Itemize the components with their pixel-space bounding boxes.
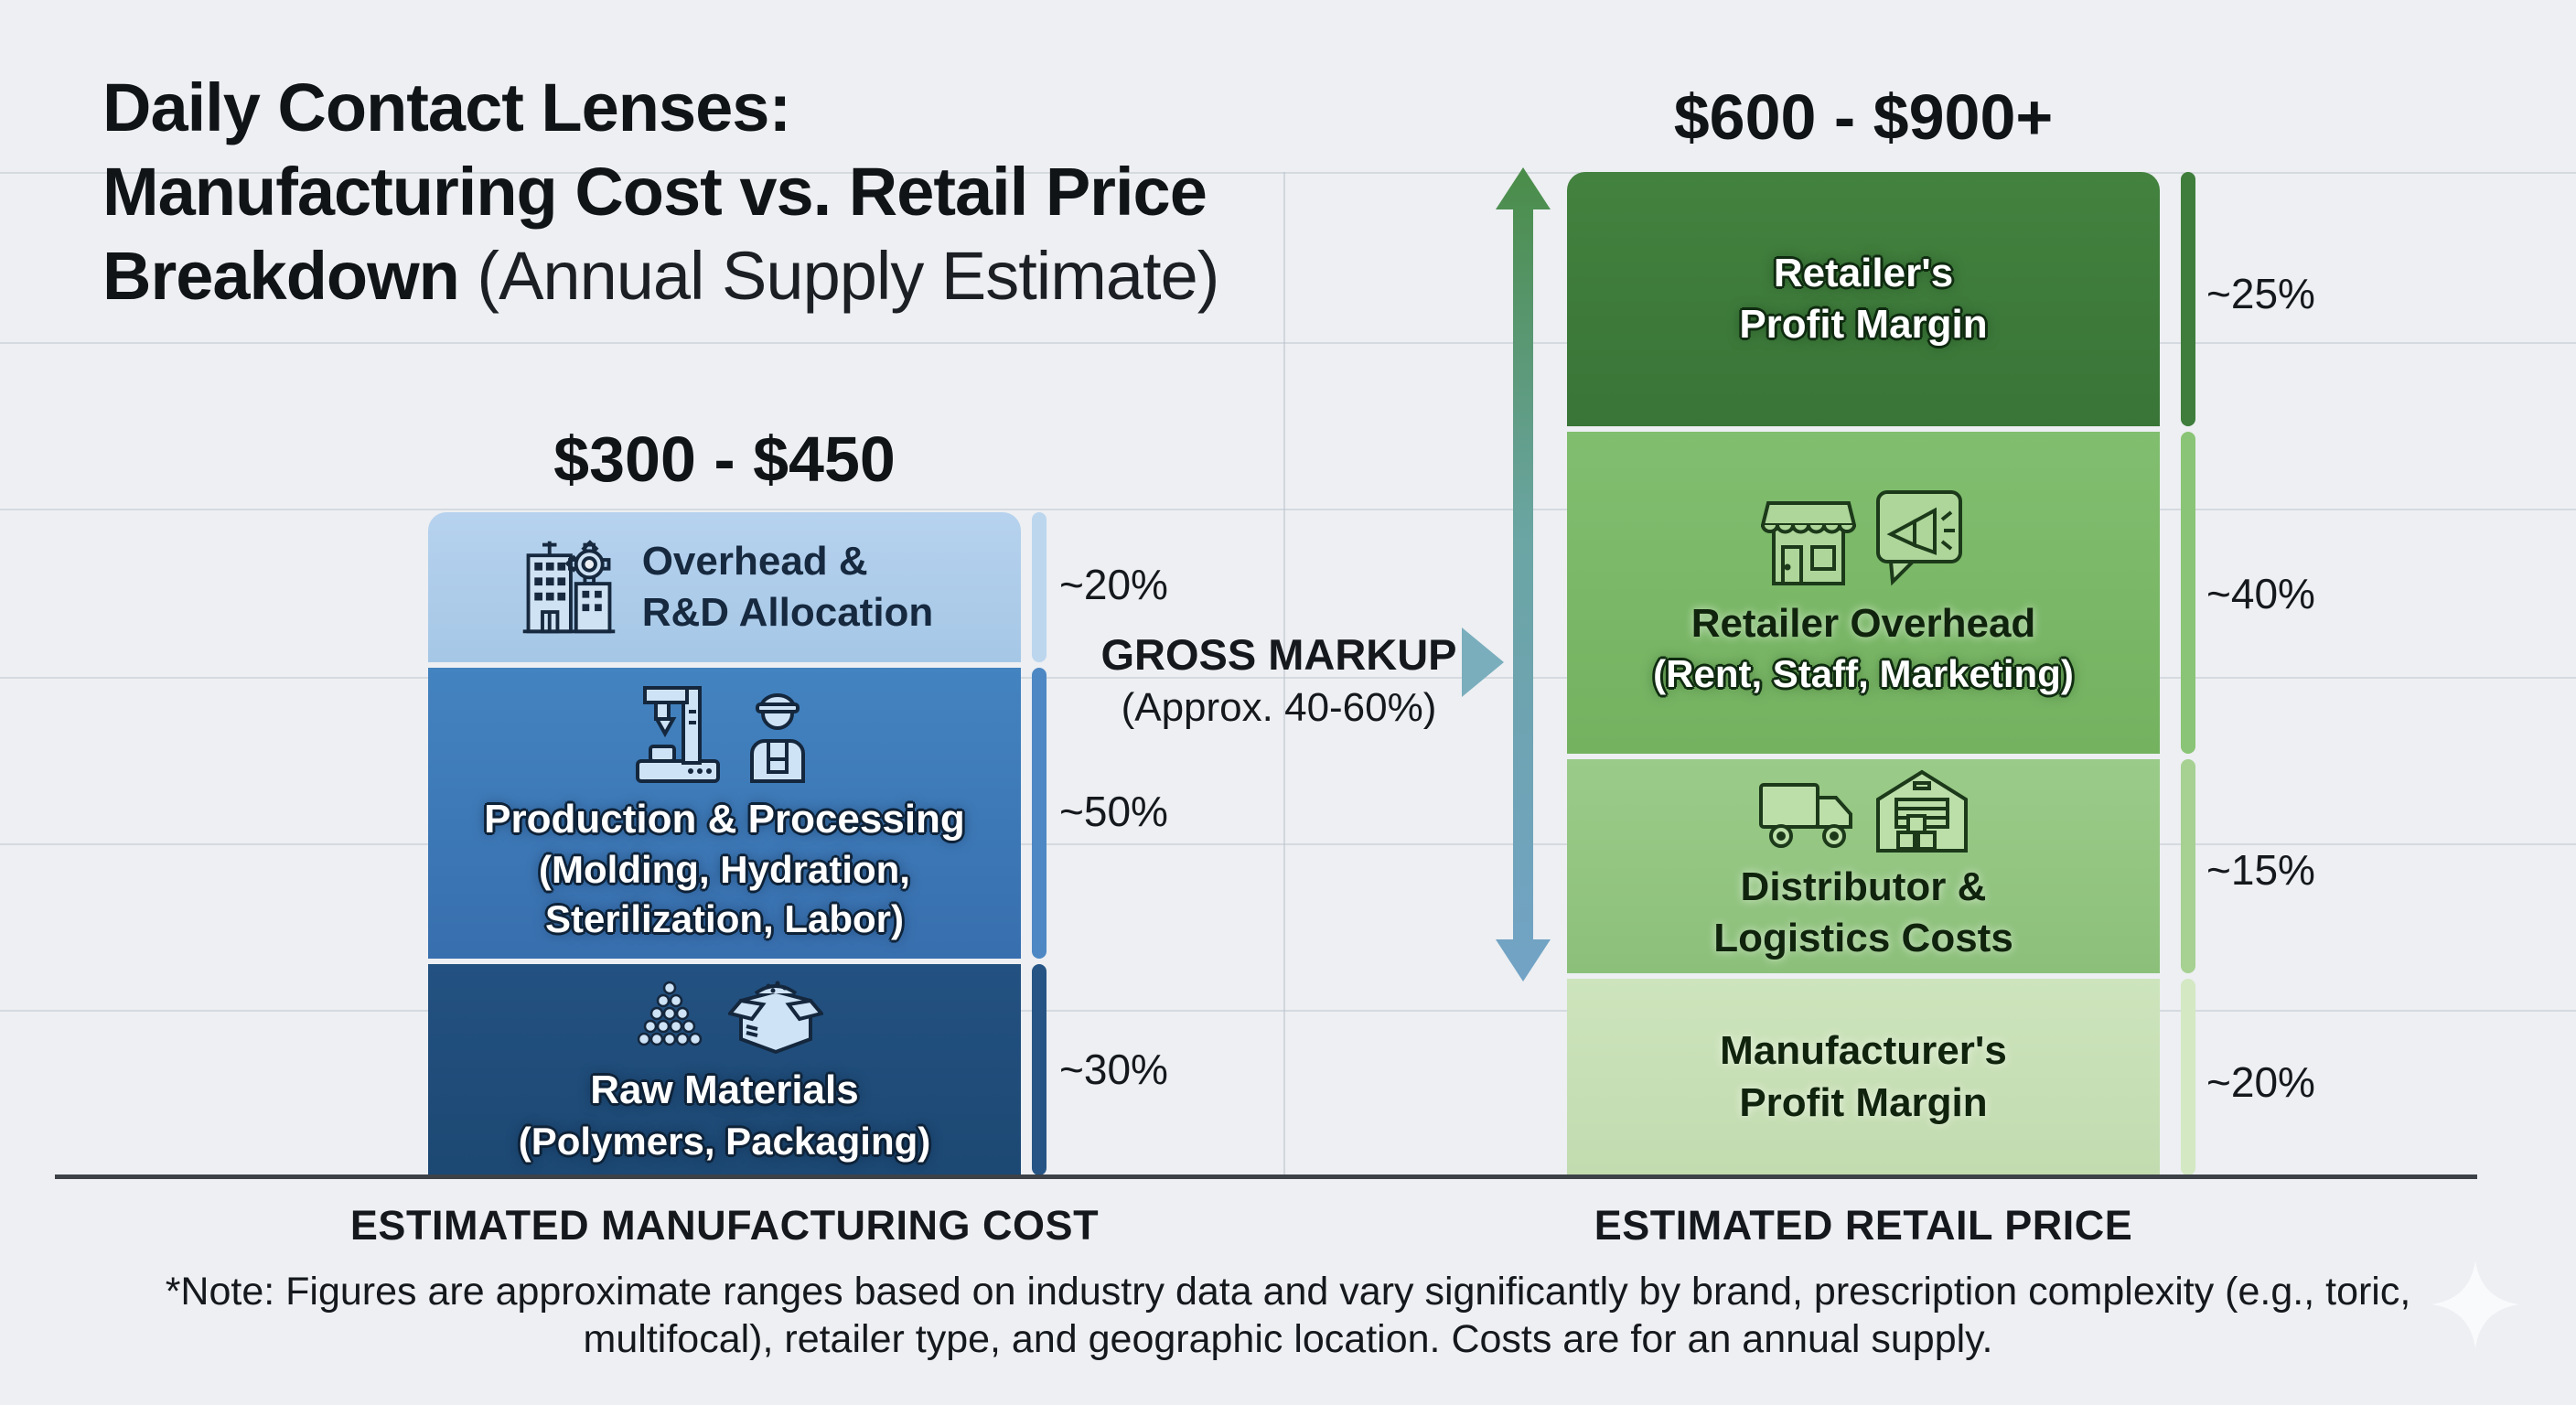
storefront-icon	[1761, 500, 1856, 585]
segment-distributor-label: Distributor &	[1740, 863, 1987, 909]
packaging-box-icon	[728, 981, 823, 1055]
pct-retailer-profit: ~25%	[2206, 270, 2315, 317]
pct-manufacturer: ~20%	[2206, 1058, 2315, 1106]
strip-overhead-rd	[1032, 512, 1046, 662]
markup-pointer-icon	[1462, 627, 1504, 697]
polymer-pellets-icon	[637, 981, 703, 1046]
title-line-3-bold: Breakdown	[102, 237, 460, 314]
segment-distributor-logistics: Distributor & Logistics Costs	[1567, 759, 2160, 973]
segment-raw-label: Raw Materials	[590, 1067, 859, 1113]
warehouse-icon	[1876, 769, 1968, 853]
pct-overhead-rd: ~20%	[1059, 561, 1168, 608]
segment-production-processing: Production & Processing (Molding, Hydrat…	[428, 668, 1021, 959]
strip-distributor	[2181, 759, 2195, 973]
gross-markup-annotation: GROSS MARKUP (Approx. 40-60%)	[1032, 629, 1526, 731]
sparkle-icon	[2431, 1260, 2519, 1348]
axis-label-retail-price: ESTIMATED RETAIL PRICE	[1594, 1202, 2133, 1249]
molding-machine-icon	[636, 686, 720, 784]
segment-overhead-rd: Overhead & R&D Allocation	[428, 512, 1021, 662]
markup-range-arrow-icon	[1496, 167, 1551, 981]
page-title: Daily Contact Lenses: Manufacturing Cost…	[102, 66, 1219, 318]
segment-overhead-rd-label: Overhead & R&D Allocation	[641, 538, 934, 635]
vertical-gridline	[1283, 172, 1285, 1175]
segment-manufacturer-profit: Manufacturer's Profit Margin	[1567, 979, 2160, 1175]
gridline	[0, 172, 2576, 174]
footnote-line-2: multifocal), retailer type, and geograph…	[583, 1317, 1993, 1361]
marketing-megaphone-icon	[1876, 489, 1962, 586]
raw-materials-icons	[626, 973, 823, 1057]
pct-retailer-overhead: ~40%	[2206, 570, 2315, 617]
gross-markup-subtitle: (Approx. 40-60%)	[1121, 685, 1437, 730]
segment-raw-materials: Raw Materials (Polymers, Packaging)	[428, 964, 1021, 1175]
strip-retailer-overhead	[2181, 432, 2195, 754]
strip-production	[1032, 668, 1046, 959]
delivery-truck-icon	[1759, 782, 1852, 848]
retail-price-range: $600 - $900+	[1673, 81, 2054, 153]
manufacturing-cost-range: $300 - $450	[553, 424, 896, 495]
footnote-line-1: *Note: Figures are approximate ranges ba…	[165, 1270, 2411, 1314]
strip-manufacturer	[2181, 979, 2195, 1175]
segment-retailer-overhead-label: Retailer Overhead	[1690, 600, 2036, 646]
pct-raw-materials: ~30%	[1059, 1046, 1168, 1093]
title-line-3-normal: (Annual Supply Estimate)	[458, 237, 1219, 314]
distributor-icons	[1757, 768, 1970, 854]
strip-raw-materials	[1032, 964, 1046, 1175]
pct-production: ~50%	[1059, 788, 1168, 835]
strip-retailer-profit	[2181, 172, 2195, 426]
gridline	[0, 342, 2576, 344]
title-line-2: Manufacturing Cost vs. Retail Price	[102, 153, 1208, 230]
gridline	[0, 509, 2576, 510]
building-gear-icon	[522, 540, 615, 634]
segment-retailer-overhead: Retailer Overhead (Rent, Staff, Marketin…	[1567, 432, 2160, 754]
title-line-3: Breakdown (Annual Supply Estimate)	[102, 234, 1219, 318]
retailer-overhead-icons	[1761, 487, 1966, 589]
worker-icon	[750, 693, 805, 784]
gear-icon	[564, 540, 611, 586]
title-line-1: Daily Contact Lenses:	[102, 70, 791, 145]
x-axis-line	[55, 1174, 2477, 1179]
segment-production-label: Production & Processing	[484, 797, 965, 842]
gridline	[0, 843, 2576, 845]
segment-retailer-profit: Retailer's Profit Margin	[1567, 172, 2160, 426]
gridline	[0, 677, 2576, 679]
pct-distributor: ~15%	[2206, 846, 2315, 894]
gridline	[0, 1010, 2576, 1012]
gross-markup-title: GROSS MARKUP	[1100, 630, 1457, 679]
axis-label-manufacturing-cost: ESTIMATED MANUFACTURING COST	[349, 1202, 1100, 1249]
production-icons	[632, 682, 817, 785]
